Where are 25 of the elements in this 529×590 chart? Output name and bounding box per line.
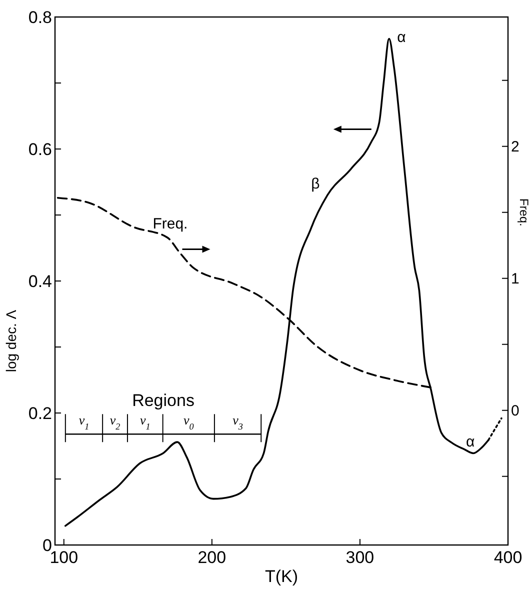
y2-tick-label: 0 [511,402,520,420]
annotation: α [397,29,406,46]
annotation: Freq. [152,216,188,233]
annotation: Regions [132,391,194,410]
x-tick-label: 300 [346,548,374,567]
annotation: α [466,434,476,451]
y-tick-label: 0.4 [28,272,52,291]
x-tick-label: 200 [198,548,226,567]
y-tick-label: 0 [42,536,52,555]
y-tick-label: 0.6 [28,140,52,159]
y2-axis-title: Freq. [517,198,529,226]
x-tick-label: 100 [50,548,78,567]
annotation: β [311,175,320,192]
y2-tick-label: 2 [511,138,520,156]
annotation: ν$_{1}$ [140,412,150,432]
y-tick-label: 0.2 [28,404,52,423]
y-tick-label: 0.8 [28,8,52,27]
annotation: ν$_{2}$ [110,412,121,432]
y2-tick-label: 1 [511,270,520,288]
annotation: ν$_{3}$ [232,412,244,432]
annotation: ν$_{1}$ [78,412,90,432]
annotation: ν$_{0}$ [183,412,194,432]
x-tick-label: 400 [494,548,522,567]
x-axis-title: T(K) [264,567,298,586]
y-axis-title: log dec. Λ [3,309,19,372]
